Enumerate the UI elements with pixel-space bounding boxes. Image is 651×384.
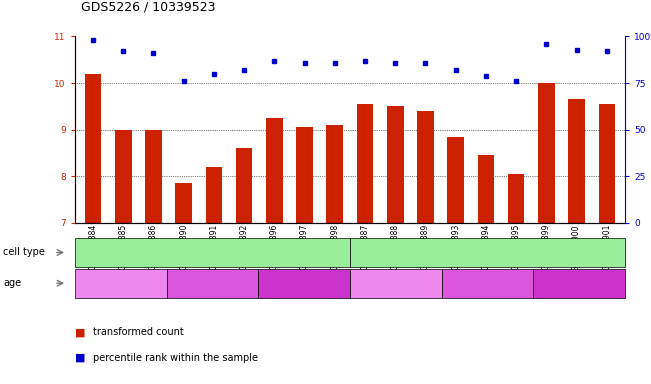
- Bar: [568, 99, 585, 223]
- Bar: [508, 174, 525, 223]
- Text: 14 mo: 14 mo: [472, 278, 503, 288]
- Bar: [417, 111, 434, 223]
- Bar: [236, 148, 253, 223]
- Text: ■: ■: [75, 353, 85, 363]
- Bar: [175, 183, 192, 223]
- Text: 18 mo: 18 mo: [564, 278, 594, 288]
- Bar: [387, 106, 404, 223]
- Text: 6 mo: 6 mo: [383, 278, 408, 288]
- Bar: [296, 127, 313, 223]
- Text: GDS5226 / 10339523: GDS5226 / 10339523: [81, 0, 216, 13]
- Text: 14 mo: 14 mo: [197, 278, 228, 288]
- Text: ■: ■: [75, 327, 85, 337]
- Text: age: age: [3, 278, 21, 288]
- Text: 6 mo: 6 mo: [109, 278, 133, 288]
- Bar: [478, 155, 494, 223]
- Bar: [145, 130, 161, 223]
- Bar: [85, 74, 102, 223]
- Bar: [206, 167, 222, 223]
- Bar: [357, 104, 373, 223]
- Text: percentile rank within the sample: percentile rank within the sample: [93, 353, 258, 363]
- Bar: [598, 104, 615, 223]
- Bar: [538, 83, 555, 223]
- Text: transformed count: transformed count: [93, 327, 184, 337]
- Text: cell type: cell type: [3, 247, 45, 258]
- Bar: [447, 137, 464, 223]
- Text: epididymal adipocyte: epididymal adipocyte: [435, 247, 540, 258]
- Text: bone marrow adipocyte: bone marrow adipocyte: [154, 247, 270, 258]
- Text: 18 mo: 18 mo: [288, 278, 320, 288]
- Bar: [327, 125, 343, 223]
- Bar: [115, 130, 132, 223]
- Bar: [266, 118, 283, 223]
